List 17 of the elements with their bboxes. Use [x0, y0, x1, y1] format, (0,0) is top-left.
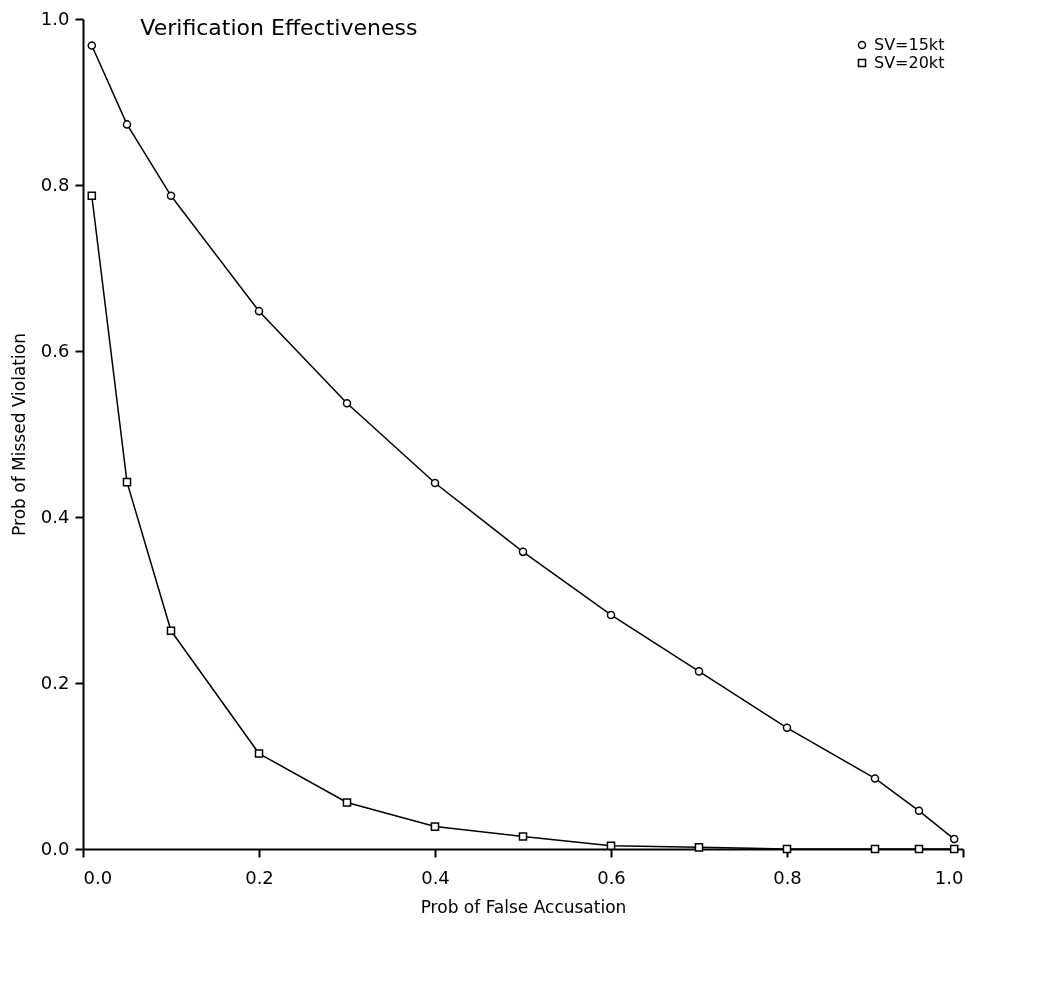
y-tick-label: 0.0: [40, 837, 70, 859]
y-tick-label: 0.4: [40, 505, 70, 527]
x-tick-label: 1.0: [934, 866, 964, 888]
x-tick-label: 0.2: [245, 866, 274, 888]
x-tick-label: 0.4: [421, 866, 450, 888]
chart-title: Verification Effectiveness: [140, 15, 418, 40]
x-tick-label: 0.0: [83, 866, 113, 888]
y-tick-label: 1.0: [40, 7, 70, 29]
x-axis-title: Prob of False Accusation: [420, 896, 627, 917]
legend-label: SV=20kt: [874, 53, 945, 72]
legend-label: SV=15kt: [874, 35, 945, 54]
x-tick-label: 0.6: [597, 866, 626, 888]
x-tick-label: 0.8: [773, 866, 802, 888]
y-tick-label: 0.6: [40, 339, 70, 361]
y-axis-title: Prob of Missed Violation: [8, 333, 29, 536]
y-tick-label: 0.8: [40, 173, 70, 195]
y-tick-label: 0.2: [40, 671, 70, 693]
